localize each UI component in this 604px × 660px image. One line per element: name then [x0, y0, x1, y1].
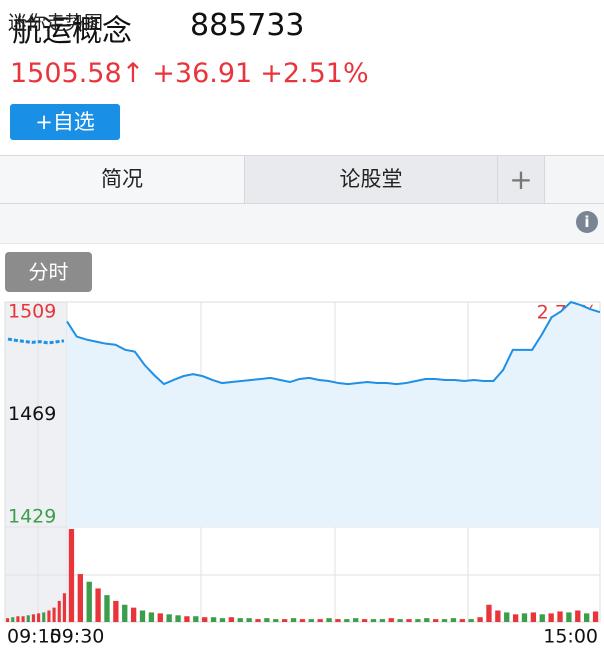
volume-bar [459, 619, 465, 622]
volume-bar [42, 612, 46, 622]
volume-bar [299, 619, 306, 622]
add-watchlist-button[interactable]: +自选 [10, 104, 120, 140]
volume-bar [37, 613, 41, 622]
volume-bar [104, 595, 110, 622]
volume-bar [495, 610, 501, 622]
volume-bar [592, 611, 599, 622]
change-pct: +2.51% [260, 58, 369, 89]
info-icon[interactable]: i [576, 211, 598, 233]
volume-bar [344, 619, 350, 622]
volume-bar [157, 613, 163, 622]
volume-bar [246, 618, 252, 622]
volume-bar [326, 618, 332, 622]
volume-bar [219, 618, 226, 622]
volume-bar [450, 618, 457, 622]
volume-bar [361, 619, 368, 622]
volume-bar [575, 610, 581, 622]
volume-bar [273, 619, 279, 622]
premarket-line [7, 337, 65, 345]
volume-bar [202, 617, 208, 622]
volume-bar [86, 581, 92, 622]
tab-add[interactable]: + [498, 156, 545, 203]
x-tick-label: 15:00 [543, 626, 598, 648]
volume-bar [130, 607, 137, 622]
volume-bar [432, 619, 439, 622]
stock-name: 航运概念 [12, 14, 132, 49]
x-tick-label: 09:30 [50, 626, 105, 648]
volume-bar [424, 618, 430, 622]
tab[interactable]: 简况 [0, 156, 245, 203]
price: 1505.58↑ [10, 58, 145, 89]
price-area [67, 302, 600, 527]
volume-bar [397, 619, 403, 622]
volume-bar [95, 588, 101, 622]
volume-bar [548, 613, 554, 622]
volume-bar [210, 617, 217, 622]
volume-bar [77, 574, 83, 622]
volume-bar [122, 604, 128, 622]
y-tick-label: 1429 [8, 505, 56, 527]
x-tick-label: 09:15 [7, 626, 62, 648]
tab[interactable]: 论股堂 [245, 156, 498, 203]
volume-bar [290, 618, 297, 622]
volume-bar [308, 619, 314, 622]
volume-bar [16, 616, 20, 622]
change: +36.91 [152, 58, 253, 89]
volume-bar [113, 600, 119, 622]
volume-bar [441, 619, 448, 622]
volume-bar [468, 619, 474, 622]
volume-bar [370, 619, 377, 622]
volume-bar [512, 614, 519, 622]
volume-bar [539, 614, 545, 622]
volume-bar [21, 616, 25, 622]
volume-bar [530, 612, 537, 622]
volume-bar [47, 610, 51, 622]
premarket-shade [5, 302, 67, 622]
volume-bar [193, 616, 199, 622]
y-tick-label: 1509 [8, 301, 56, 323]
volume-bar [504, 612, 510, 622]
volume-bar [584, 613, 590, 622]
volume-bar [388, 618, 394, 622]
volume-bar [353, 618, 359, 622]
section-title: 迷你走势图 [8, 12, 104, 34]
volume-bar [57, 600, 61, 622]
mode-button[interactable]: 分时 [5, 252, 92, 292]
volume-bar [317, 619, 323, 622]
volume-bar [68, 529, 75, 622]
stock-code: 885733 [190, 8, 305, 43]
volume-bar [184, 616, 190, 622]
volume-bar [566, 612, 572, 622]
tab-bar: 简况 论股堂 + [0, 155, 604, 204]
volume-bar [281, 619, 288, 622]
volume-bar [335, 619, 341, 622]
volume-bar [175, 615, 181, 622]
volume-bar [237, 618, 243, 622]
volume-bar [406, 619, 412, 622]
volume-bar [255, 619, 261, 622]
price-line [66, 300, 601, 386]
volume-bar [557, 611, 563, 622]
volume-bar [11, 617, 15, 622]
volume-bar [52, 607, 56, 622]
volume-bar [521, 613, 528, 622]
y-tick-label: 1469 [8, 403, 56, 425]
volume-bar [148, 612, 155, 622]
volume-bar [166, 614, 172, 622]
volume-bar [6, 618, 10, 622]
volume-bar [228, 617, 235, 622]
volume-bar [415, 619, 421, 622]
volume-bar [486, 604, 492, 622]
volume-bar [62, 593, 66, 622]
volume-bar [26, 615, 30, 622]
volume-bar [477, 617, 483, 622]
volume-bar [31, 614, 35, 622]
volume-bar [264, 618, 270, 622]
volume-bar [139, 610, 146, 622]
quote: 1505.58↑ +36.91 +2.51% [10, 58, 377, 89]
volume-bar [379, 619, 386, 622]
section-header [0, 204, 604, 244]
